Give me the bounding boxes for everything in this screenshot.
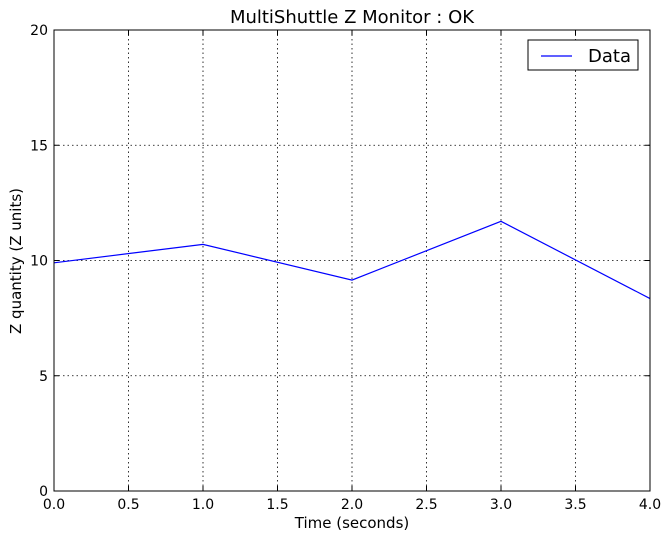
legend-box xyxy=(527,39,639,71)
y-axis-label: Z quantity (Z units) xyxy=(7,188,25,334)
series-line-data xyxy=(53,220,651,300)
x-tick-label: 0.5 xyxy=(117,497,139,513)
x-tick-label: 1.0 xyxy=(192,497,214,513)
x-tick-label: 4.0 xyxy=(639,497,661,513)
x-tick-label: 2.5 xyxy=(415,497,437,513)
y-tick-label: 15 xyxy=(30,138,48,154)
y-tick-label: 10 xyxy=(30,254,48,270)
x-tick-label: 1.5 xyxy=(266,497,288,513)
grid-lines xyxy=(54,30,650,491)
x-tick-labels: 0.0 0.5 1.0 1.5 2.0 2.5 3.0 3.5 4.0 xyxy=(43,497,661,513)
x-tick-label: 3.0 xyxy=(490,497,512,513)
y-tick-label: 5 xyxy=(39,369,48,385)
series-layer xyxy=(53,220,651,300)
legend: Data xyxy=(527,39,639,71)
x-tick-label: 3.5 xyxy=(564,497,586,513)
y-tick-labels: 0 5 10 15 20 xyxy=(30,23,48,500)
x-axis-label: Time (seconds) xyxy=(294,514,410,532)
x-tick-label: 2.0 xyxy=(341,497,363,513)
x-tick-label: 0.0 xyxy=(43,497,65,513)
y-tick-label: 0 xyxy=(39,484,48,500)
chart-title: MultiShuttle Z Monitor : OK xyxy=(230,7,475,28)
ticks-layer xyxy=(53,29,651,492)
y-tick-label: 20 xyxy=(30,23,48,39)
legend-label-data: Data xyxy=(588,46,631,67)
